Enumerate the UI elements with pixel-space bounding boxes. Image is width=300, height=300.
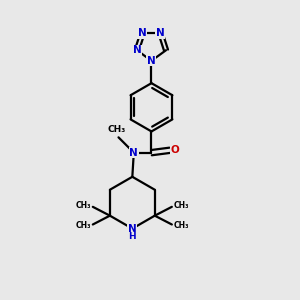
Text: H: H xyxy=(128,232,136,241)
Text: CH₃: CH₃ xyxy=(108,125,126,134)
Text: N: N xyxy=(156,28,165,38)
Text: O: O xyxy=(170,145,179,155)
Text: N: N xyxy=(128,224,137,234)
Text: N: N xyxy=(147,56,156,66)
Text: CH₃: CH₃ xyxy=(76,221,91,230)
Text: CH₃: CH₃ xyxy=(173,221,189,230)
Text: CH₃: CH₃ xyxy=(173,201,189,210)
Text: N: N xyxy=(138,28,147,38)
Text: CH₃: CH₃ xyxy=(76,201,91,210)
Text: N: N xyxy=(129,148,138,158)
Text: N: N xyxy=(133,45,141,55)
